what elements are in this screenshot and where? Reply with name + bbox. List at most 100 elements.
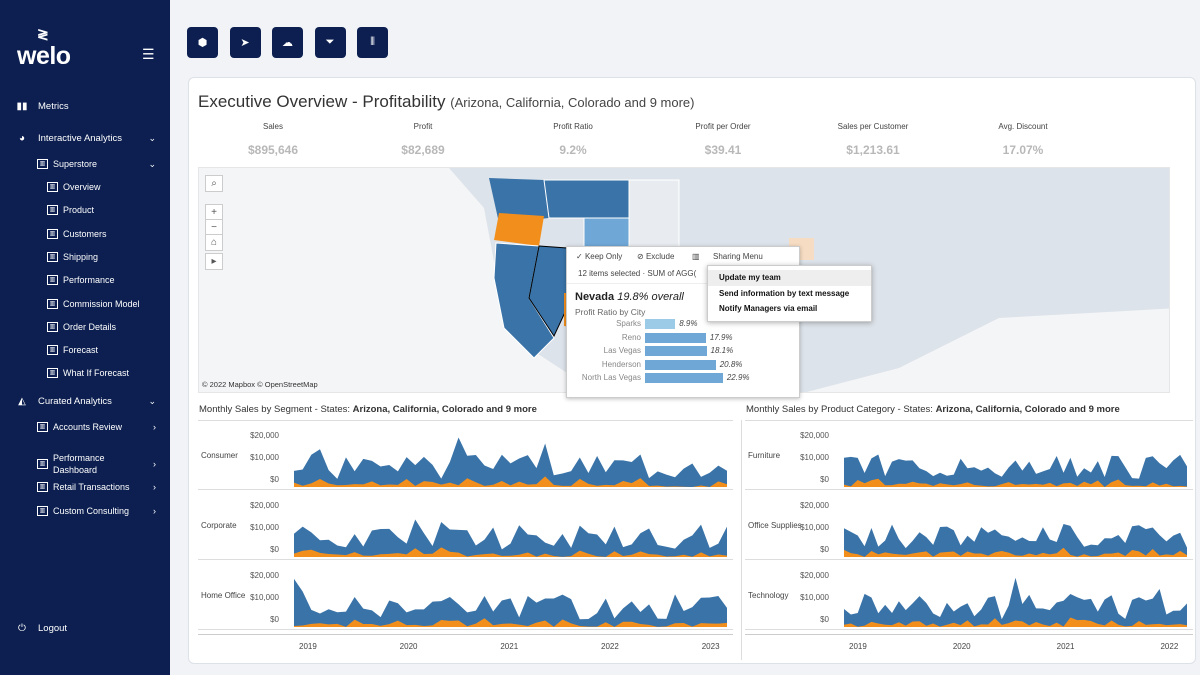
home-icon[interactable]: ⌂ xyxy=(205,234,223,251)
sidebar-item-superstore[interactable]: ▥ Superstore ⌄ xyxy=(37,159,170,169)
area-chart-icon: ◭ xyxy=(18,396,26,407)
right-panel-title: Monthly Sales by Product Category - Stat… xyxy=(746,404,1120,415)
bar-chart-icon: ▮▮ xyxy=(16,101,28,112)
pie-chart-icon: ◕ xyxy=(18,133,26,144)
selection-summary: 12 items selected · SUM of AGG( xyxy=(578,269,697,278)
sharing-menu-button[interactable]: Sharing Menu xyxy=(713,252,763,261)
row-label: Furniture xyxy=(748,451,781,460)
y-tick: $20,000 xyxy=(250,501,279,510)
sidebar-item-accounts-review[interactable]: ▥ Accounts Review › xyxy=(37,422,170,432)
sidebar-item-retail-transactions[interactable]: ▥ Retail Transactions › xyxy=(37,482,170,492)
kpi-1: Profit $82,689 xyxy=(401,122,445,157)
profit-area xyxy=(844,547,1187,557)
map-attribution: © 2022 Mapbox © OpenStreetMap xyxy=(202,380,318,389)
tooltip-heading: Nevada 19.8% overall xyxy=(575,291,684,303)
city-value: 8.9% xyxy=(679,319,698,328)
sidebar-item-customers[interactable]: ▥ Customers xyxy=(47,229,170,239)
sharing-menu: Update my team Send information by text m… xyxy=(707,265,872,322)
sidebar-item-overview[interactable]: ▥ Overview xyxy=(47,182,170,192)
sales-area xyxy=(844,523,1187,557)
pan-icon[interactable]: ▸ xyxy=(205,253,223,270)
dashboard-icon: ▥ xyxy=(47,205,58,215)
cloud-upload-icon[interactable]: ☁ xyxy=(272,27,303,58)
kpi-5: Avg. Discount 17.07% xyxy=(998,122,1048,157)
area-chart xyxy=(844,454,1187,487)
sidebar-item-forecast[interactable]: ▥ Forecast xyxy=(47,345,170,355)
sidebar-item-performance[interactable]: ▥ Performance xyxy=(47,275,170,285)
sales-area xyxy=(294,578,727,627)
chevron-icon: › xyxy=(153,482,156,492)
power-icon: ⏻ xyxy=(18,623,26,634)
dashboard-icon: ▥ xyxy=(37,459,48,469)
page-title: Executive Overview - Profitability (Ariz… xyxy=(198,92,695,111)
sidebar-item-product[interactable]: ▥ Product xyxy=(47,205,170,215)
dashboard-icon: ▥ xyxy=(47,345,58,355)
cube-icon[interactable]: ⬢ xyxy=(187,27,218,58)
row-label: Office Supplies xyxy=(748,521,802,530)
view-data-icon[interactable]: ▥ xyxy=(692,252,700,261)
sales-area xyxy=(294,519,727,557)
city-value: 18.1% xyxy=(710,346,734,355)
y-tick: $10,000 xyxy=(250,453,279,462)
sidebar-item-metrics[interactable]: ▮▮ Metrics xyxy=(16,101,69,112)
chevron-icon: › xyxy=(153,459,156,469)
search-map-icon[interactable]: ⌕ xyxy=(205,175,223,192)
y-tick: $10,000 xyxy=(800,523,829,532)
area-chart xyxy=(294,519,727,557)
profit-area xyxy=(294,618,727,627)
sidebar-item-commission-model[interactable]: ▥ Commission Model xyxy=(47,299,170,309)
menu-toggle-icon[interactable]: ☰ xyxy=(142,46,155,62)
dashboard-icon: ▥ xyxy=(37,506,48,516)
dashboard-icon: ▥ xyxy=(47,182,58,192)
y-tick: $10,000 xyxy=(250,593,279,602)
y-tick: $20,000 xyxy=(250,431,279,440)
sidebar-item-interactive-analytics[interactable]: ◕ Interactive Analytics ⌄ xyxy=(16,133,170,144)
row-label: Consumer xyxy=(201,451,238,460)
sidebar-item-shipping[interactable]: ▥ Shipping xyxy=(47,252,170,262)
chevron-icon: › xyxy=(153,506,156,516)
menu-item-notify-email[interactable]: Notify Managers via email xyxy=(719,304,818,313)
row-label: Technology xyxy=(748,591,789,600)
keep-only-button[interactable]: ✓ Keep Only xyxy=(576,252,623,261)
city-value: 20.8% xyxy=(719,359,743,369)
city-label: North Las Vegas xyxy=(581,373,641,382)
profit-area xyxy=(294,547,727,557)
year-tick: 2021 xyxy=(1056,642,1075,651)
sidebar-item-curated-analytics[interactable]: ◭ Curated Analytics ⌄ xyxy=(16,396,170,407)
logout-button[interactable]: ⏻ Logout xyxy=(16,623,186,634)
area-chart xyxy=(294,437,727,487)
year-tick: 2023 xyxy=(701,642,720,651)
city-bar xyxy=(645,373,723,383)
city-label: Sparks xyxy=(616,319,641,328)
sidebar-item-order-details[interactable]: ▥ Order Details xyxy=(47,322,170,332)
y-tick: $0 xyxy=(820,475,829,484)
city-label: Reno xyxy=(621,332,641,342)
year-tick: 2019 xyxy=(849,642,867,651)
menu-item-text-message[interactable]: Send information by text message xyxy=(719,288,850,298)
sidebar-item-performance-dashboard[interactable]: ▥ Performance Dashboard › xyxy=(37,452,170,476)
dashboard-icon: ▥ xyxy=(37,159,48,169)
sales-area xyxy=(844,577,1187,627)
zoom-in-button[interactable]: + xyxy=(205,204,223,221)
row-label: Corporate xyxy=(201,521,237,530)
sales-area xyxy=(294,437,727,487)
dashboard-icon: ▥ xyxy=(47,299,58,309)
y-tick: $0 xyxy=(820,545,829,554)
y-tick: $0 xyxy=(270,615,279,624)
dashboard-icon: ▥ xyxy=(47,322,58,332)
sidebar-item-what-if-forecast[interactable]: ▥ What If Forecast xyxy=(47,368,170,378)
sidebar-item-custom-consulting[interactable]: ▥ Custom Consulting › xyxy=(37,506,170,516)
city-bar xyxy=(645,359,716,370)
menu-item-update-team[interactable]: Update my team xyxy=(708,270,871,286)
columns-icon[interactable]: ⫴ xyxy=(357,27,388,58)
y-tick: $20,000 xyxy=(800,431,829,440)
chevron-icon: ⌄ xyxy=(148,158,156,169)
left-panel-title: Monthly Sales by Segment - States: Arizo… xyxy=(199,404,537,415)
filter-icon[interactable]: ⏷ xyxy=(314,27,346,58)
area-chart xyxy=(294,578,727,627)
send-icon[interactable]: ➤ xyxy=(229,27,261,58)
exclude-button[interactable]: ⊘ Exclude xyxy=(637,252,675,261)
y-tick: $20,000 xyxy=(800,571,829,580)
logo[interactable]: ≷ welo xyxy=(17,26,71,70)
sales-area xyxy=(844,454,1187,487)
